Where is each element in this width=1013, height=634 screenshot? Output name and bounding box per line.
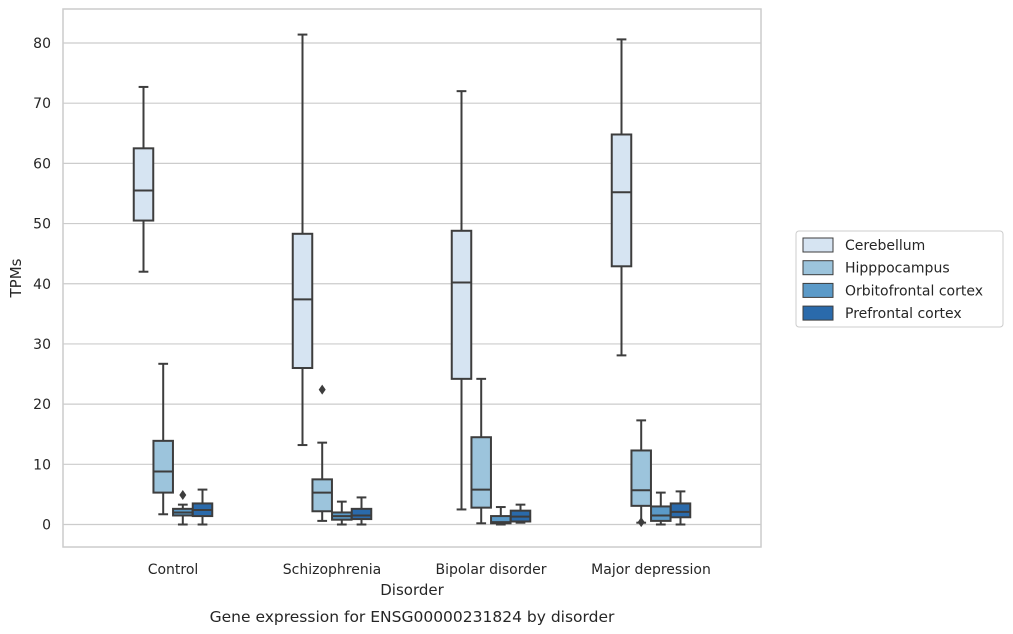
box-body <box>669 502 692 519</box>
box-control-cerebellum <box>132 85 155 273</box>
x-tick-label-control: Control <box>148 562 199 578</box>
box-body <box>630 449 652 507</box>
legend-swatch <box>802 305 834 321</box>
y-tick-label-70: 70 <box>33 96 51 112</box>
box-body <box>152 439 174 494</box>
box-layer <box>132 33 692 528</box>
y-tick-label-50: 50 <box>33 217 51 233</box>
box-body <box>132 147 155 222</box>
box-major-depression-cerebellum <box>610 38 633 357</box>
grid-lines <box>63 42 761 526</box>
box-body <box>650 505 672 522</box>
box-schizophrenia-hipppocampus <box>311 384 333 522</box>
y-tick-label-80: 80 <box>33 36 51 52</box>
box-schizophrenia-orbitofrontal-cortex <box>331 500 353 526</box>
box-control-prefrontal-cortex <box>191 488 214 526</box>
box-bipolar-disorder-hipppocampus <box>470 377 492 525</box>
legend-item-hipppocampus: Hipppocampus <box>802 260 950 277</box>
x-axis-title: Disorder <box>380 581 444 599</box>
box-bipolar-disorder-cerebellum <box>450 90 473 511</box>
legend-swatch <box>802 260 834 276</box>
y-tick-label-0: 0 <box>42 518 51 534</box>
x-tick-label-bipolar-disorder: Bipolar disorder <box>435 562 546 578</box>
x-tick-label-major-depression: Major depression <box>591 562 711 578</box>
plot-frame <box>62 8 762 548</box>
y-tick-label-60: 60 <box>33 156 51 172</box>
legend-label: Hipppocampus <box>845 261 950 277</box>
y-tick-label-10: 10 <box>33 457 51 473</box>
legend-swatch <box>802 237 834 253</box>
box-major-depression-prefrontal-cortex <box>669 490 692 526</box>
box-control-hipppocampus <box>152 362 174 516</box>
box-bipolar-disorder-orbitofrontal-cortex <box>490 506 512 526</box>
box-schizophrenia-cerebellum <box>291 33 314 447</box>
outlier-point <box>318 384 326 395</box>
y-tick-label-30: 30 <box>33 337 51 353</box>
box-bipolar-disorder-prefrontal-cortex <box>509 503 532 524</box>
legend-swatch <box>802 282 834 298</box>
y-tick-label-40: 40 <box>33 277 51 293</box>
box-body <box>291 232 314 370</box>
box-body <box>470 436 492 509</box>
legend-item-cerebellum: Cerebellum <box>802 237 925 254</box>
box-body <box>610 133 633 268</box>
outlier-point <box>179 490 187 501</box>
legend-label: Orbitofrontal cortex <box>845 283 983 299</box>
box-control-orbitofrontal-cortex <box>172 490 194 526</box>
chart-caption: Gene expression for ENSG00000231824 by d… <box>210 608 615 626</box>
y-tick-label-20: 20 <box>33 397 51 413</box>
legend-item-orbitofrontal-cortex: Orbitofrontal cortex <box>802 282 983 299</box>
box-body <box>350 507 373 521</box>
outlier-point <box>637 517 645 528</box>
box-body <box>311 478 333 513</box>
box-major-depression-orbitofrontal-cortex <box>650 491 672 526</box>
y-tick-labels: 0 10 20 30 40 50 60 70 80 <box>33 36 51 534</box>
x-tick-labels: Control Schizophrenia Bipolar disorder Majo… <box>148 562 711 578</box>
box-major-depression-hipppocampus <box>630 419 652 528</box>
x-tick-label-schizophrenia: Schizophrenia <box>283 562 381 578</box>
legend-frame <box>795 230 1004 328</box>
legend-item-prefrontal-cortex: Prefrontal cortex <box>802 305 962 322</box>
legend-label: Prefrontal cortex <box>845 306 962 322</box>
box-body <box>450 229 473 380</box>
legend: Cerebellum Hipppocampus Orbitofrontal cort… <box>795 230 1004 328</box>
legend-label: Cerebellum <box>845 238 925 254</box>
y-axis-title: TPMs <box>7 258 25 298</box>
box-schizophrenia-prefrontal-cortex <box>350 496 373 526</box>
